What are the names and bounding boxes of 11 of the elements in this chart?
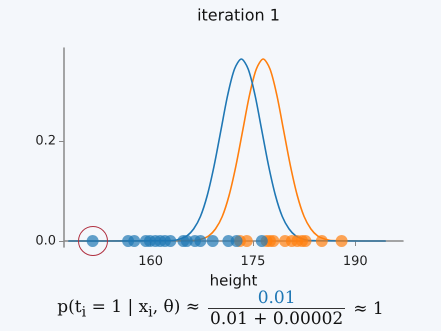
y-tick-label: 0.0: [35, 234, 56, 248]
x-tick-label: 160: [138, 254, 164, 269]
x-axis-title: height: [210, 272, 258, 290]
text: 0.01 + 0.00002: [208, 308, 346, 329]
x-tick-label: 190: [342, 254, 368, 269]
text: ≈ 1: [353, 298, 384, 318]
y-tick-label: 0.2: [35, 134, 56, 148]
chart-title: iteration 1: [197, 6, 280, 24]
x-tick-label: 175: [240, 254, 266, 269]
text: 0.01: [258, 288, 296, 308]
text: p(t$_{i}$ = 1 | x$_{i}$, θ) ≈: [57, 296, 200, 320]
